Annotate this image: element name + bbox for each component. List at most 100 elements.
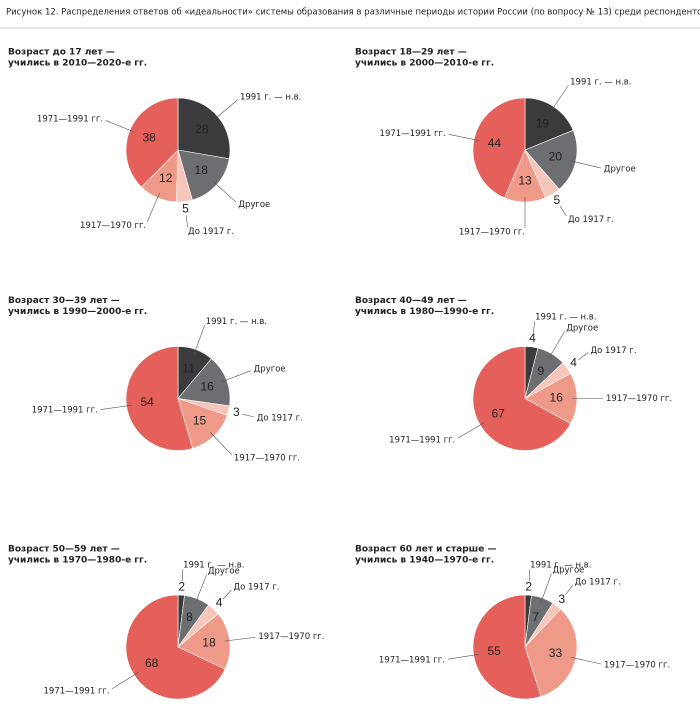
value-label: 18 [195,163,209,177]
value-label: 19 [536,116,550,130]
value-label: 5 [182,202,189,216]
category-label: Другое [254,365,286,375]
value-label: 20 [549,149,563,163]
category-label: 1971—1991 гг. [389,436,455,446]
category-label: Другое [552,565,584,575]
value-label: 2 [525,579,532,593]
chart-title: учились в 2000—2010-е гг. [355,59,494,69]
chart-title: Возраст 50—59 лет — [8,545,120,555]
category-label: 1917—1970 гг. [604,660,670,670]
leader-line [578,352,589,360]
chart-title: учились в 1970—1980-е гг. [8,556,147,566]
category-label: 1917—1970 гг. [606,394,672,404]
value-label: 8 [186,610,193,624]
category-label: 1971—1991 гг. [37,114,103,124]
leader-line [532,321,536,334]
chart-title: Возраст 30—39 лет — [8,296,120,306]
leader-line [550,85,569,112]
leader-line [224,636,256,642]
category-label: 1971—1991 гг. [32,406,98,416]
chart-title: Возраст 40—49 лет — [355,296,467,306]
leader-line [448,134,480,141]
leader-line [548,331,565,359]
figure-caption: Рисунок 12. Распределения ответов об «ид… [6,8,700,18]
category-label: 1917—1970 гг. [80,221,146,231]
value-label: 5 [554,193,561,207]
leader-line [212,181,237,203]
category-label: 1971—1991 гг. [380,129,446,139]
value-label: 67 [491,407,505,421]
chart-title: учились в 1980—1990-е гг. [355,307,494,317]
value-label: 38 [142,130,156,144]
leader-line [194,574,207,604]
leader-line [210,432,233,456]
category-label: 1971—1991 гг. [44,686,110,696]
leader-line [111,671,139,690]
leader-line [540,573,552,604]
value-label: 68 [145,656,159,670]
value-label: 16 [200,380,214,394]
value-label: 11 [182,361,195,375]
leader-line [221,370,251,383]
category-label: Другое [208,566,240,576]
leader-line [570,160,601,169]
value-label: 28 [195,122,209,136]
leader-line [222,589,232,600]
value-label: 16 [550,391,564,405]
leader-line [193,325,205,355]
chart-title: Возраст 18—29 лет — [355,48,467,58]
value-label: 33 [549,646,563,660]
category-label: Другое [238,200,270,210]
category-label: 1917—1970 гг. [258,632,324,642]
chart-title: Возраст 60 лет и старше — [355,545,496,555]
category-label: Другое [566,323,598,333]
leader-line [559,205,567,217]
value-label: 54 [140,395,154,409]
category-label: Другое [604,164,636,174]
value-label: 2 [178,579,185,593]
leader-line [185,215,188,228]
value-label: 3 [558,592,565,606]
value-label: 13 [518,173,532,187]
value-label: 55 [488,644,502,658]
category-label: 1991 г. — н.в. [206,317,267,327]
leader-line [147,192,160,222]
category-label: До 1917 г. [188,227,234,237]
leader-line [565,585,574,596]
category-label: До 1917 г. [233,583,279,593]
value-label: 18 [202,635,216,649]
category-label: 1991 г. — н.в. [240,93,301,103]
leader-line [181,569,184,582]
leader-line [528,569,531,582]
category-label: 1991 г. — н.в. [530,561,591,571]
chart-title: учились в 1940—1970-е гг. [355,556,494,566]
value-label: 15 [193,413,207,427]
leader-line [457,422,485,439]
chart-title: Возраст до 17 лет — [8,48,115,58]
value-label: 7 [532,610,539,624]
leader-line [213,99,238,121]
category-label: 1971—1991 гг. [379,655,445,665]
chart-title: учились в 1990—2000-е гг. [8,307,147,317]
value-label: 4 [529,331,536,345]
category-label: 1991 г. — н.в. [183,561,244,571]
value-label: 3 [233,405,240,419]
category-label: До 1917 г. [257,413,303,423]
category-label: 1991 г. — н.в. [535,313,596,323]
leader-line [447,654,479,660]
leader-line [105,120,135,133]
leader-line [570,656,602,665]
leader-line [100,404,132,410]
category-label: 1991 г. — н.в. [570,77,631,87]
value-label: 4 [216,595,223,609]
chart-title: учились в 2010—2020-е гг. [8,59,147,69]
value-label: 4 [570,355,577,369]
value-label: 9 [538,364,545,378]
leader-line [242,413,254,418]
value-label: 12 [159,171,173,185]
category-label: До 1917 г. [575,578,621,588]
category-label: 1917—1970 гг. [234,453,300,463]
category-label: До 1917 г. [591,346,637,356]
category-label: 1917—1970 гг. [459,228,525,238]
